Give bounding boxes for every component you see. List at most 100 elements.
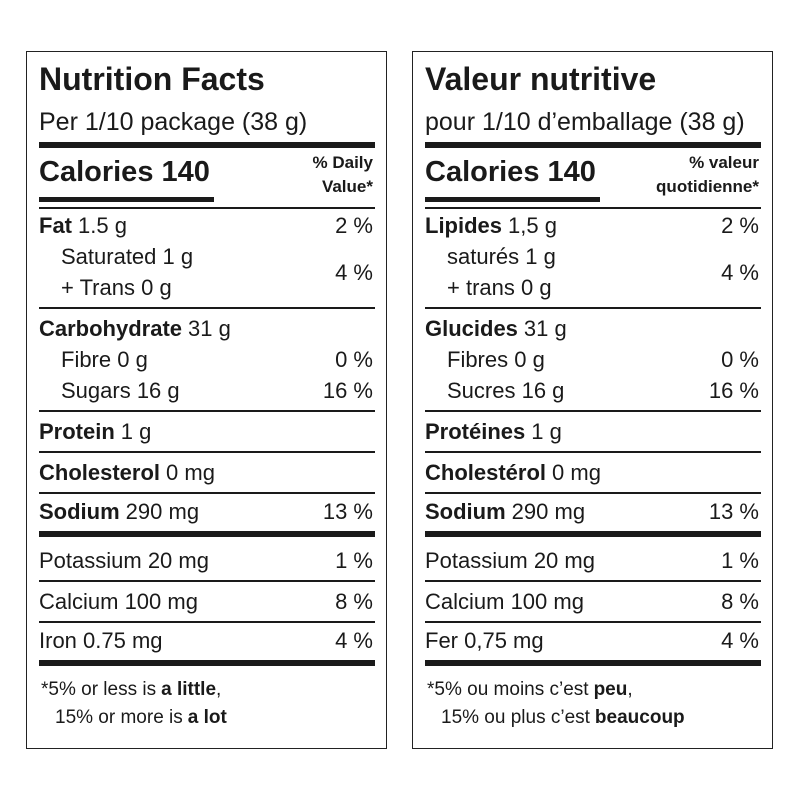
nutrient-name: Cholestérol bbox=[425, 460, 547, 485]
daily-value: 4 % bbox=[721, 259, 759, 285]
thick-rule bbox=[39, 531, 375, 537]
nutrient-name: Fat bbox=[39, 213, 72, 238]
nutrient-line: Glucides 31 g bbox=[425, 318, 567, 340]
thick-rule bbox=[425, 531, 761, 537]
nutrient-line: Calcium 100 mg bbox=[39, 591, 198, 613]
nutrition-panel: Valeur nutritive pour 1/10 d’emballage (3… bbox=[412, 51, 773, 749]
daily-value: 8 % bbox=[721, 589, 759, 614]
thick-rule bbox=[425, 142, 761, 148]
nutrient-amount: 1 g bbox=[120, 419, 152, 444]
thin-rule bbox=[425, 410, 761, 412]
nutrient-name: Iron 0.75 mg bbox=[39, 628, 163, 653]
daily-value: 13 % bbox=[322, 499, 373, 524]
nutrient-line: + trans 0 g bbox=[447, 277, 552, 299]
nutrient-name: saturés 1 g bbox=[447, 244, 556, 269]
nutrient-line: Carbohydrate 31 g bbox=[39, 318, 231, 340]
dv-header: Value* bbox=[321, 176, 373, 196]
title: Nutrition Facts bbox=[39, 61, 265, 97]
thin-rule bbox=[425, 621, 761, 623]
footnote-line: *5% ou moins c’est peu, bbox=[427, 680, 633, 699]
footnote-text: beaucoup bbox=[594, 707, 685, 728]
footnote-line: 15% or more is a lot bbox=[55, 708, 227, 727]
nutrient-name: + Trans 0 g bbox=[61, 275, 172, 300]
nutrient-name: Sugars 16 g bbox=[61, 378, 180, 403]
thin-rule bbox=[39, 580, 375, 582]
daily-value: 16 % bbox=[322, 378, 373, 403]
thin-rule bbox=[39, 621, 375, 623]
thick-rule bbox=[425, 660, 761, 666]
nutrient-name: Glucides bbox=[425, 316, 518, 341]
thin-rule bbox=[39, 410, 375, 412]
nutrient-line: Cholesterol 0 mg bbox=[39, 462, 215, 484]
nutrient-name: Saturated 1 g bbox=[61, 244, 194, 269]
nutrient-line: Potassium 20 mg bbox=[39, 550, 209, 572]
daily-value: 2 % bbox=[335, 213, 373, 238]
calories: Calories 140 bbox=[39, 155, 210, 188]
serving-size: pour 1/10 d’emballage (38 g) bbox=[425, 107, 745, 136]
thick-rule bbox=[39, 660, 375, 666]
thin-rule bbox=[425, 492, 761, 494]
thin-rule bbox=[39, 307, 375, 309]
daily-value: 8 % bbox=[335, 589, 373, 614]
daily-value: 13 % bbox=[708, 499, 759, 524]
nutrient-line: Iron 0.75 mg bbox=[39, 630, 163, 652]
nutrient-line: Fibres 0 g bbox=[447, 349, 545, 371]
nutrient-line: Protéines 1 g bbox=[425, 421, 562, 443]
thin-rule bbox=[39, 451, 375, 453]
nutrient-line: Sugars 16 g bbox=[61, 380, 180, 402]
nutrient-name: Potassium 20 mg bbox=[39, 548, 209, 573]
footnote-text: 15% ou plus c’est bbox=[441, 707, 590, 728]
nutrient-amount: 290 mg bbox=[511, 499, 586, 524]
daily-value: 0 % bbox=[335, 347, 373, 372]
nutrient-line: Calcium 100 mg bbox=[425, 591, 584, 613]
nutrient-amount: 1 g bbox=[531, 419, 562, 444]
nutrient-line: saturés 1 g bbox=[447, 246, 556, 268]
nutrient-amount: 290 mg bbox=[125, 499, 200, 524]
nutrient-name: Potassium 20 mg bbox=[425, 548, 595, 573]
daily-value: 16 % bbox=[708, 378, 759, 403]
nutrient-name: Fer 0,75 mg bbox=[425, 628, 544, 653]
nutrient-line: Sodium 290 mg bbox=[425, 501, 585, 523]
footnote-line: 15% ou plus c’est beaucoup bbox=[441, 708, 685, 727]
nutrient-name: Sodium bbox=[425, 499, 506, 524]
calories-rule bbox=[39, 197, 214, 202]
thin-rule bbox=[425, 580, 761, 582]
nutrient-amount: 0 mg bbox=[166, 460, 215, 485]
nutrient-line: Sodium 290 mg bbox=[39, 501, 199, 523]
daily-value: 4 % bbox=[721, 628, 759, 653]
rule bbox=[425, 207, 761, 209]
nutrient-name: Sucres 16 g bbox=[447, 378, 565, 403]
daily-value: 1 % bbox=[335, 548, 373, 573]
nutrient-name: Calcium 100 mg bbox=[425, 589, 584, 614]
thin-rule bbox=[39, 492, 375, 494]
nutrient-line: Saturated 1 g bbox=[61, 246, 193, 268]
footnote-text: a little bbox=[161, 679, 217, 700]
nutrient-line: Potassium 20 mg bbox=[425, 550, 595, 572]
daily-value: 4 % bbox=[335, 259, 373, 285]
daily-value: 1 % bbox=[721, 548, 759, 573]
nutrient-name: Protein bbox=[39, 419, 115, 444]
nutrient-line: Fat 1.5 g bbox=[39, 215, 127, 237]
nutrient-name: Fibre 0 g bbox=[61, 347, 148, 372]
daily-value: 2 % bbox=[721, 213, 759, 238]
serving-size: Per 1/10 package (38 g) bbox=[39, 107, 308, 136]
footnote-text: a lot bbox=[187, 707, 227, 728]
nutrient-line: Protein 1 g bbox=[39, 421, 151, 443]
thick-rule bbox=[39, 142, 375, 148]
footnote-line: *5% or less is a little, bbox=[41, 680, 221, 699]
thin-rule bbox=[425, 307, 761, 309]
nutrient-amount: 31 g bbox=[188, 316, 231, 341]
nutrient-name: Lipides bbox=[425, 213, 503, 238]
nutrient-name: Carbohydrate bbox=[39, 316, 183, 341]
nutrient-name: Cholesterol bbox=[39, 460, 161, 485]
nutrient-name: Calcium 100 mg bbox=[39, 589, 198, 614]
footnote-text: , bbox=[216, 679, 222, 700]
footnote-text: *5% or less is bbox=[41, 679, 157, 700]
nutrient-amount: 31 g bbox=[523, 316, 567, 341]
footnote-text: 15% or more is bbox=[55, 707, 183, 728]
nutrient-amount: 1.5 g bbox=[78, 213, 127, 238]
daily-value: 4 % bbox=[335, 628, 373, 653]
nutrient-name: + trans 0 g bbox=[447, 275, 552, 300]
dv-header: % Daily bbox=[312, 152, 373, 172]
